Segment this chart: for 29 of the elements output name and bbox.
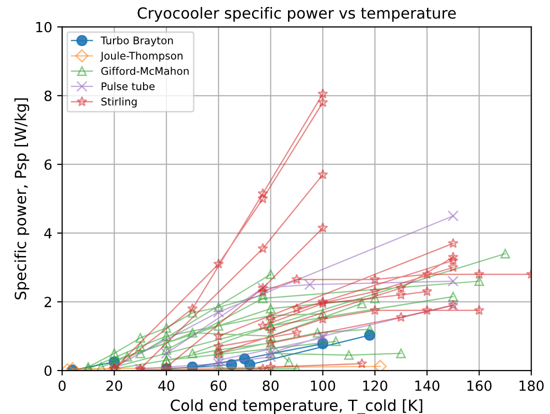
legend-label: Gifford-McMahon (101, 66, 189, 75)
y-tick-label: 6 (44, 159, 52, 170)
x-tick-label: 0 (58, 380, 66, 392)
legend-label: Joule-Thompson (100, 52, 182, 62)
x-tick-label: 100 (311, 380, 336, 392)
y-tick-label: 10 (36, 22, 52, 32)
y-tick-label: 2 (44, 296, 52, 308)
point (244, 359, 256, 370)
x-axis-title: Cold end temperature, T_cold [K] (170, 399, 422, 414)
point (186, 362, 198, 371)
x-tick-label: 80 (262, 380, 279, 392)
x-tick-label: 180 (520, 380, 544, 392)
point (226, 359, 238, 370)
chart-title: Cryocooler specific power vs temperature (138, 6, 456, 22)
y-tick-label: 0 (44, 366, 52, 376)
legend-label: Turbo Brayton (100, 36, 173, 46)
y-tick-label: 8 (44, 90, 52, 102)
x-tick-label: 60 (210, 380, 226, 392)
point (317, 338, 328, 350)
x-tick-label: 160 (467, 380, 492, 392)
x-tick-label: 120 (363, 380, 388, 392)
legend-label: Stirling (101, 97, 137, 108)
point (364, 330, 376, 341)
x-tick-label: 40 (158, 380, 174, 392)
x-tick-label: 20 (106, 380, 122, 392)
y-axis-title: Specific power, Psp [W/kg] (14, 98, 30, 300)
y-tick-label: 4 (44, 228, 52, 238)
legend-label: Pulse tube (102, 82, 155, 90)
x-tick-label: 140 (415, 380, 440, 392)
